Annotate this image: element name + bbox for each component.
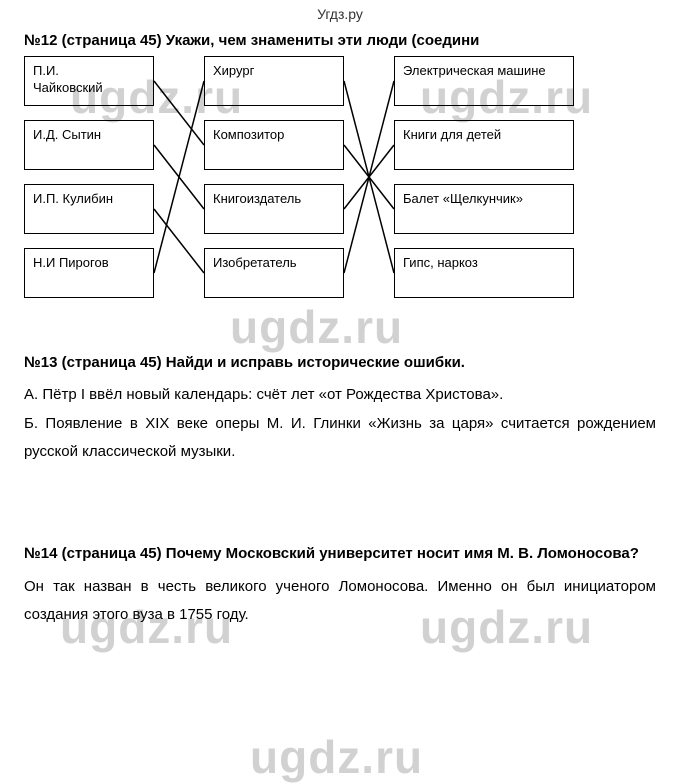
task12-title: №12 (страница 45) Укажи, чем знамениты э… <box>24 30 656 51</box>
task14-answer: Он так назван в честь великого ученого Л… <box>24 573 656 630</box>
col3-box-0: Электрическая машине <box>394 56 574 106</box>
col3-box-2: Балет «Щелкунчик» <box>394 184 574 234</box>
watermark-5: ugdz.ru <box>250 730 423 784</box>
task13-line-a: А. Пётр I ввёл новый календарь: счёт лет… <box>24 381 656 410</box>
col2-box-0: Хирург <box>204 56 344 106</box>
col2-box-1: Композитор <box>204 120 344 170</box>
task14-title: №14 (страница 45) Почему Московский унив… <box>24 545 639 562</box>
col2-box-3: Изобретатель <box>204 248 344 298</box>
col3-box-3: Гипс, наркоз <box>394 248 574 298</box>
col1-box-0: П.И. Чайковский <box>24 56 154 106</box>
task12-diagram: П.И. Чайковский И.Д. Сытин И.П. Кулибин Н.И… <box>24 56 656 304</box>
col1-box-2: И.П. Кулибин <box>24 184 154 234</box>
site-header: Угдз.ру <box>0 6 680 22</box>
task13-title: №13 (страница 45) Найди и исправь истори… <box>24 352 656 373</box>
watermark-2: ugdz.ru <box>230 300 403 354</box>
col1-box-1: И.Д. Сытин <box>24 120 154 170</box>
col1-box-3: Н.И Пирогов <box>24 248 154 298</box>
col2-box-2: Книгоиздатель <box>204 184 344 234</box>
task13-line-b: Б. Появление в XIX веке оперы М. И. Глин… <box>24 410 656 467</box>
col3-box-1: Книги для детей <box>394 120 574 170</box>
task14-block: №14 (страница 45) Почему Московский унив… <box>24 540 656 569</box>
